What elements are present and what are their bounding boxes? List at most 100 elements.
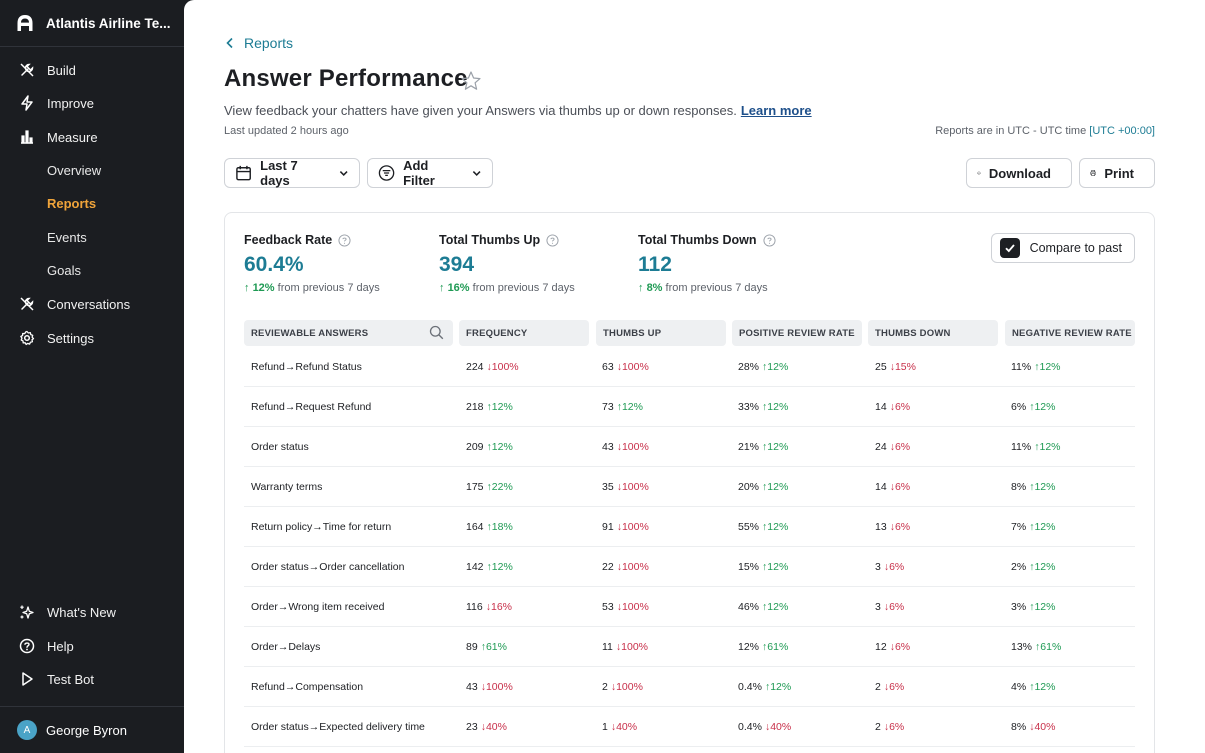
table-row[interactable]: Warranty terms 175 ↑ 22% 35 ↓ 100% 20% ↑ 12% 14 ↓ 6%… (244, 467, 1135, 507)
column-header-negative-rate[interactable]: NEGATIVE REVIEW RATE (1005, 320, 1135, 346)
table-row[interactable]: Return policy→Time for return 164 ↑ 18% 91 ↓ 1… (244, 507, 1135, 547)
cell-value: 175 (466, 481, 484, 493)
learn-more-link[interactable]: Learn more (740, 103, 812, 118)
nav-item-improve[interactable]: Improve (0, 88, 184, 118)
down-arrow-icon: ↓ (889, 521, 895, 533)
up-arrow-icon: ↑ (486, 481, 492, 493)
table-cell: 6% ↑ 12% (1011, 387, 1055, 427)
avatar: A (17, 720, 37, 740)
nav-item-build[interactable]: Build (0, 55, 184, 85)
help-icon[interactable] (338, 233, 351, 247)
up-arrow-icon: ↑ (762, 361, 768, 373)
sub-item-reports[interactable]: Reports (47, 195, 97, 211)
cell-value: 89 (466, 641, 478, 653)
table-row[interactable]: Refund→Request Refund 218 ↑ 12% 73 ↑ 12% 33% ↑ 12… (244, 387, 1135, 427)
down-arrow-icon: ↓ (615, 641, 622, 653)
up-arrow-icon: ↑ (486, 441, 492, 453)
cell-value: 13% (1011, 641, 1033, 653)
cell-delta: 12% (1034, 401, 1056, 413)
cell-delta: 40% (616, 721, 638, 733)
column-header-thumbs-down[interactable]: THUMBS DOWN (868, 320, 998, 346)
nav-label: Build (47, 62, 76, 78)
star-icon[interactable] (460, 70, 482, 92)
nav-label: Improve (47, 95, 94, 111)
cell-value: 15% (738, 561, 760, 573)
cell-value: 8% (1011, 481, 1027, 493)
user-name: George Byron (46, 722, 127, 738)
checkbox-checked-icon[interactable] (999, 238, 1020, 258)
add-filter-label: Add Filter (403, 158, 435, 188)
page-description: View feedback your chatters have given y… (224, 103, 812, 118)
table-cell: 11% ↑ 12% (1011, 427, 1061, 467)
add-filter-button[interactable]: Add Filter (367, 158, 493, 188)
table-row[interactable]: Order status→Order cancellation 142 ↑ 12% 22… (244, 547, 1135, 587)
table-row[interactable]: Order→Wrong item received 116 ↓ 16% 53 ↓ 100% 4… (244, 587, 1135, 627)
down-arrow-icon: ↓ (616, 361, 622, 373)
help-icon[interactable] (546, 233, 559, 247)
nav-item-whats-new[interactable]: What's New (0, 597, 184, 627)
nav-item-test-bot[interactable]: Test Bot (0, 664, 184, 694)
back-link[interactable]: Reports (224, 35, 293, 51)
table-row[interactable]: Refund→Refund Status 224 ↓ 100% 63 ↓ 100% 28% ↑ 1… (244, 347, 1135, 387)
help-icon[interactable] (762, 233, 776, 247)
table-cell: 43 ↓ 100% (466, 667, 513, 707)
table-row[interactable]: Order status 209 ↑ 12% 43 ↓ 100% 21% ↑ 12% 24 ↓ 6% 11… (244, 427, 1135, 467)
cell-value: 13 (875, 521, 887, 533)
cell-delta: 12% (1039, 441, 1061, 453)
cell-delta: 40% (1034, 721, 1056, 733)
workspace-switcher[interactable]: Atlantis Airline Te... (0, 0, 184, 47)
column-header-frequency[interactable]: FREQUENCY (459, 320, 589, 346)
table-cell: 209 ↑ 12% (466, 427, 513, 467)
cell-value: 3 (875, 601, 881, 613)
download-button[interactable]: Download (966, 158, 1072, 188)
column-header-thumbs-up[interactable]: THUMBS UP (596, 320, 726, 346)
cell-delta: 6% (889, 561, 905, 573)
table-cell: 63 ↓ 100% (602, 347, 649, 387)
workspace-name: Atlantis Airline Te... (46, 15, 171, 31)
column-header-answers[interactable]: REVIEWABLE ANSWERS (244, 320, 453, 346)
answer-name: Order→Wrong item received (251, 601, 385, 613)
table-row[interactable]: Order status→Expected delivery time 23 ↓ 40… (244, 707, 1135, 747)
sub-item-overview[interactable]: Overview (47, 162, 102, 178)
cell-delta: 100% (621, 561, 649, 573)
down-arrow-icon: ↓ (610, 681, 617, 693)
table-cell: 8% ↓ 40% (1011, 707, 1055, 747)
up-arrow-icon: ↑ (486, 401, 492, 413)
search-icon[interactable] (429, 325, 444, 340)
down-arrow-icon: ↓ (610, 721, 617, 733)
print-button[interactable]: Print (1079, 158, 1155, 188)
up-arrow-icon: ↑ (762, 601, 768, 613)
table-cell: 33% ↑ 12% (738, 387, 788, 427)
up-arrow-icon: ↑ (1029, 401, 1035, 413)
table-cell: 224 ↓ 100% (466, 347, 519, 387)
metric-delta: ↑ 16% from previous 7 days (439, 282, 575, 294)
nav-item-help[interactable]: Help (0, 631, 184, 661)
cell-value: 142 (466, 561, 484, 573)
answer-name: Order status (251, 441, 309, 453)
cell-delta: 61% (1040, 641, 1062, 653)
sub-item-events[interactable]: Events (47, 229, 87, 245)
cell-value: 21% (738, 441, 760, 453)
column-header-positive-rate[interactable]: POSITIVE REVIEW RATE (732, 320, 862, 346)
nav-item-conversations[interactable]: Conversations (0, 289, 184, 319)
cell-delta: 12% (491, 441, 513, 453)
nav-item-settings[interactable]: Settings (0, 323, 184, 353)
date-range-dropdown[interactable]: Last 7 days (224, 158, 360, 188)
down-arrow-icon: ↓ (616, 521, 622, 533)
table-cell: 28% ↑ 12% (738, 347, 788, 387)
nav-item-measure[interactable]: Measure (0, 122, 184, 152)
answer-name: Refund→Request Refund (251, 401, 372, 413)
cell-value: 6% (1011, 401, 1027, 413)
last-updated: Last updated 2 hours ago (224, 125, 349, 137)
table-row[interactable]: Refund→Compensation 43 ↓ 100% 2 ↓ 100% 0.4% ↑ 12%… (244, 667, 1135, 707)
chevron-down-icon (339, 171, 348, 176)
filter-icon (378, 165, 395, 181)
user-profile[interactable]: A George Byron (0, 706, 184, 753)
table-row[interactable]: Order→Delays 89 ↑ 61% 11 ↓ 100% 12% ↑ 61% 12 ↓ 6% 13%… (244, 627, 1135, 667)
sub-item-goals[interactable]: Goals (47, 262, 81, 278)
cell-value: 23 (466, 721, 478, 733)
cell-value: 43 (466, 681, 478, 693)
compare-to-past-toggle[interactable]: Compare to past (990, 233, 1135, 263)
cell-delta: 6% (889, 721, 905, 733)
up-arrow-icon: ↑ (480, 641, 486, 653)
